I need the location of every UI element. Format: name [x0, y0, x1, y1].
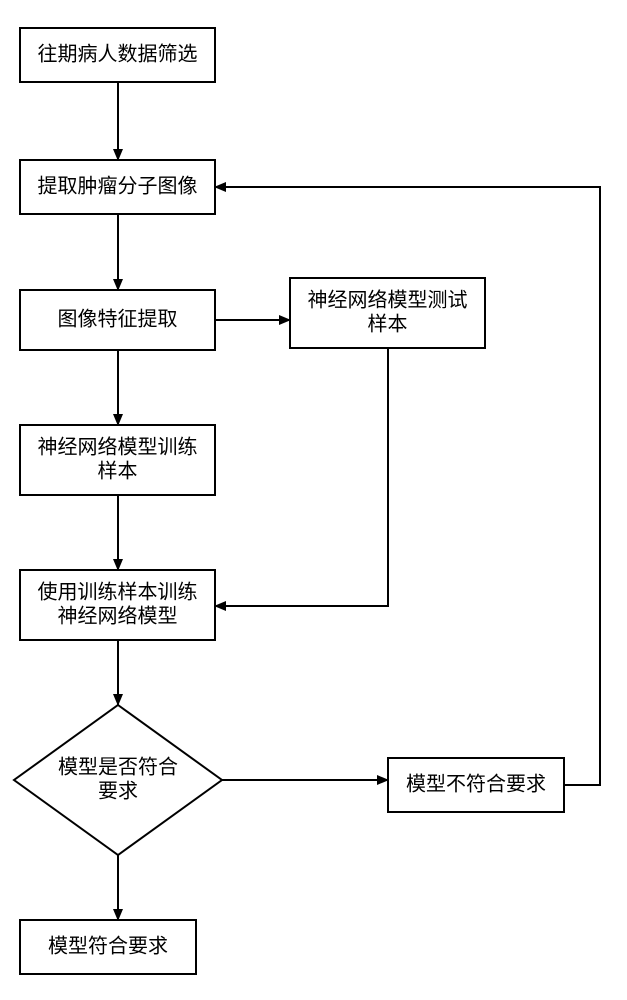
- node-n1-label-0: 往期病人数据筛选: [38, 42, 198, 65]
- node-n2: 提取肿瘤分子图像: [20, 160, 215, 214]
- node-n4-label-0: 神经网络模型测试: [308, 288, 468, 311]
- node-n6-label-1: 神经网络模型: [58, 604, 178, 627]
- node-n1: 往期病人数据筛选: [20, 28, 215, 82]
- node-n7-label-1: 要求: [98, 779, 138, 802]
- edge-n4-n6: [215, 348, 388, 606]
- node-n5-label-1: 样本: [98, 459, 138, 482]
- node-n7-label-0: 模型是否符合: [58, 755, 178, 778]
- node-n8-label-0: 模型不符合要求: [406, 772, 546, 795]
- node-n3: 图像特征提取: [20, 290, 215, 350]
- node-n6: 使用训练样本训练神经网络模型: [20, 570, 215, 640]
- node-n3-label-0: 图像特征提取: [58, 307, 178, 330]
- node-n2-label-0: 提取肿瘤分子图像: [38, 174, 198, 197]
- nodes: 往期病人数据筛选提取肿瘤分子图像图像特征提取神经网络模型测试样本神经网络模型训练…: [14, 28, 564, 974]
- edge-n8-n2: [215, 187, 600, 785]
- node-n8: 模型不符合要求: [388, 758, 564, 812]
- node-n6-label-0: 使用训练样本训练: [38, 580, 198, 603]
- node-n9: 模型符合要求: [20, 920, 196, 974]
- node-n7: 模型是否符合要求: [14, 705, 222, 855]
- node-n9-label-0: 模型符合要求: [48, 934, 168, 957]
- node-n5: 神经网络模型训练样本: [20, 425, 215, 495]
- node-n5-label-0: 神经网络模型训练: [38, 435, 198, 458]
- flowchart-canvas: 往期病人数据筛选提取肿瘤分子图像图像特征提取神经网络模型测试样本神经网络模型训练…: [0, 0, 627, 1000]
- node-n4: 神经网络模型测试样本: [290, 278, 485, 348]
- node-n4-label-1: 样本: [368, 312, 408, 335]
